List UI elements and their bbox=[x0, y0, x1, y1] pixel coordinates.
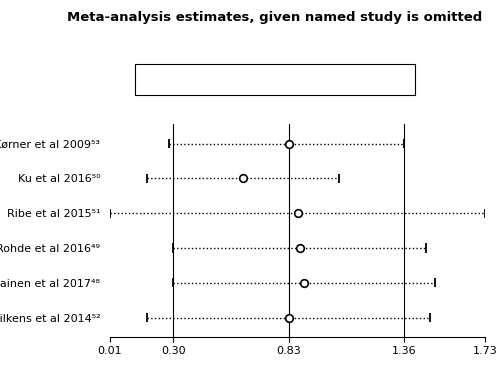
Text: Upper CI limit: Upper CI limit bbox=[320, 75, 395, 85]
Text: Estimate: Estimate bbox=[242, 75, 292, 85]
Text: Lower CI limit: Lower CI limit bbox=[152, 75, 227, 85]
Text: |: | bbox=[314, 73, 321, 86]
Text: Meta-analysis estimates, given named study is omitted: Meta-analysis estimates, given named stu… bbox=[68, 11, 482, 24]
Text: |: | bbox=[146, 73, 154, 86]
